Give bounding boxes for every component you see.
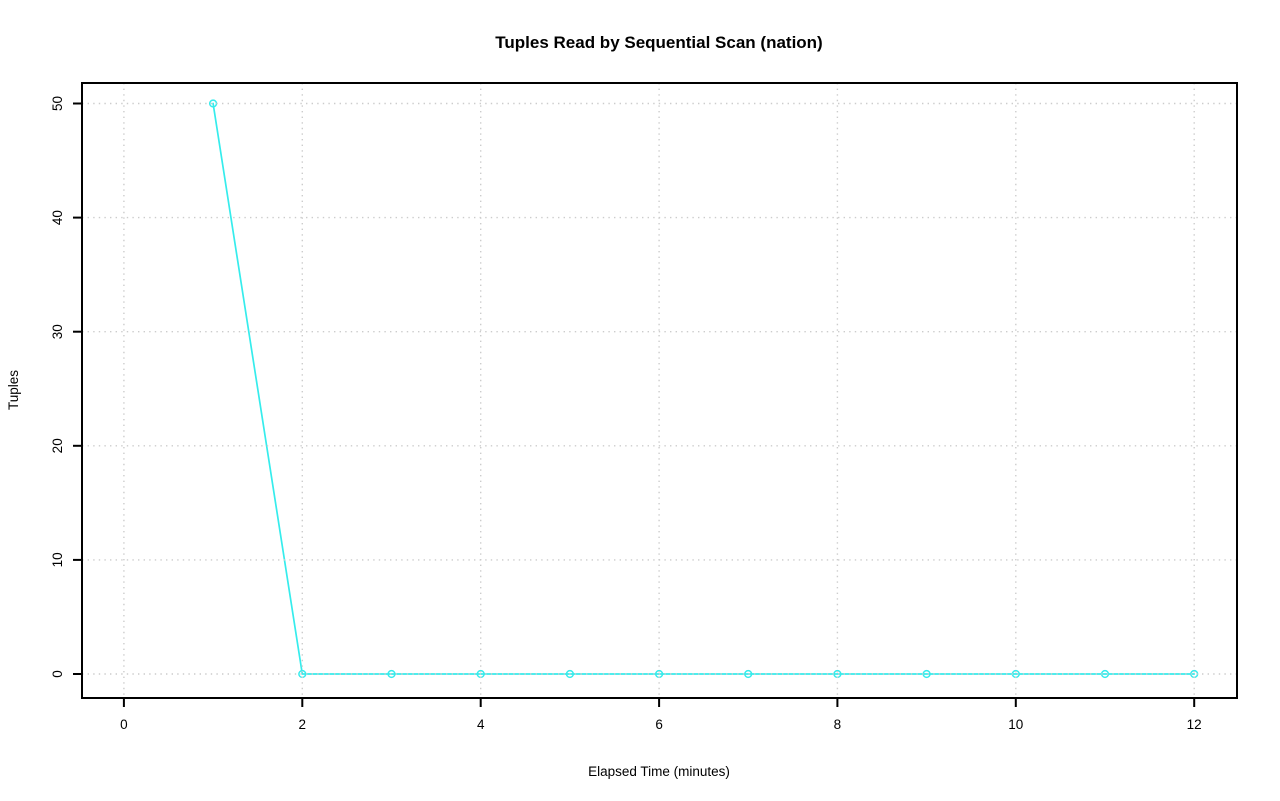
y-axis-tick-label: 0 (50, 670, 65, 678)
y-axis-tick-label: 50 (50, 96, 65, 111)
x-axis-tick-label: 8 (834, 717, 842, 732)
x-axis-tick-label: 4 (477, 717, 485, 732)
y-axis-tick-label: 10 (50, 552, 65, 567)
data-point-marker (744, 669, 753, 679)
axes-layer: 0 2 4 6 8 10 12 0 10 20 30 40 50 (50, 82, 1238, 732)
y-axis-tick-label: 30 (50, 324, 65, 339)
series-line (212, 102, 1196, 675)
y-axis-tick-label: 40 (50, 210, 65, 225)
data-point-marker (387, 669, 396, 679)
x-axis-tick-label: 10 (1008, 717, 1023, 732)
plot-border (81, 82, 1238, 699)
data-point-marker (565, 669, 575, 679)
y-axis-label: Tuples (6, 370, 21, 410)
x-axis-tick-label: 6 (655, 717, 663, 732)
chart-title: Tuples Read by Sequential Scan (nation) (495, 33, 822, 52)
x-axis-label: Elapsed Time (minutes) (588, 764, 730, 779)
x-axis-tick-label: 12 (1187, 717, 1202, 732)
x-axis-tick-label: 0 (120, 717, 128, 732)
series-layer (208, 99, 1199, 679)
x-axis-tick-label: 2 (299, 717, 307, 732)
y-axis-tick-label: 20 (50, 438, 65, 453)
grid-layer (82, 83, 1237, 698)
